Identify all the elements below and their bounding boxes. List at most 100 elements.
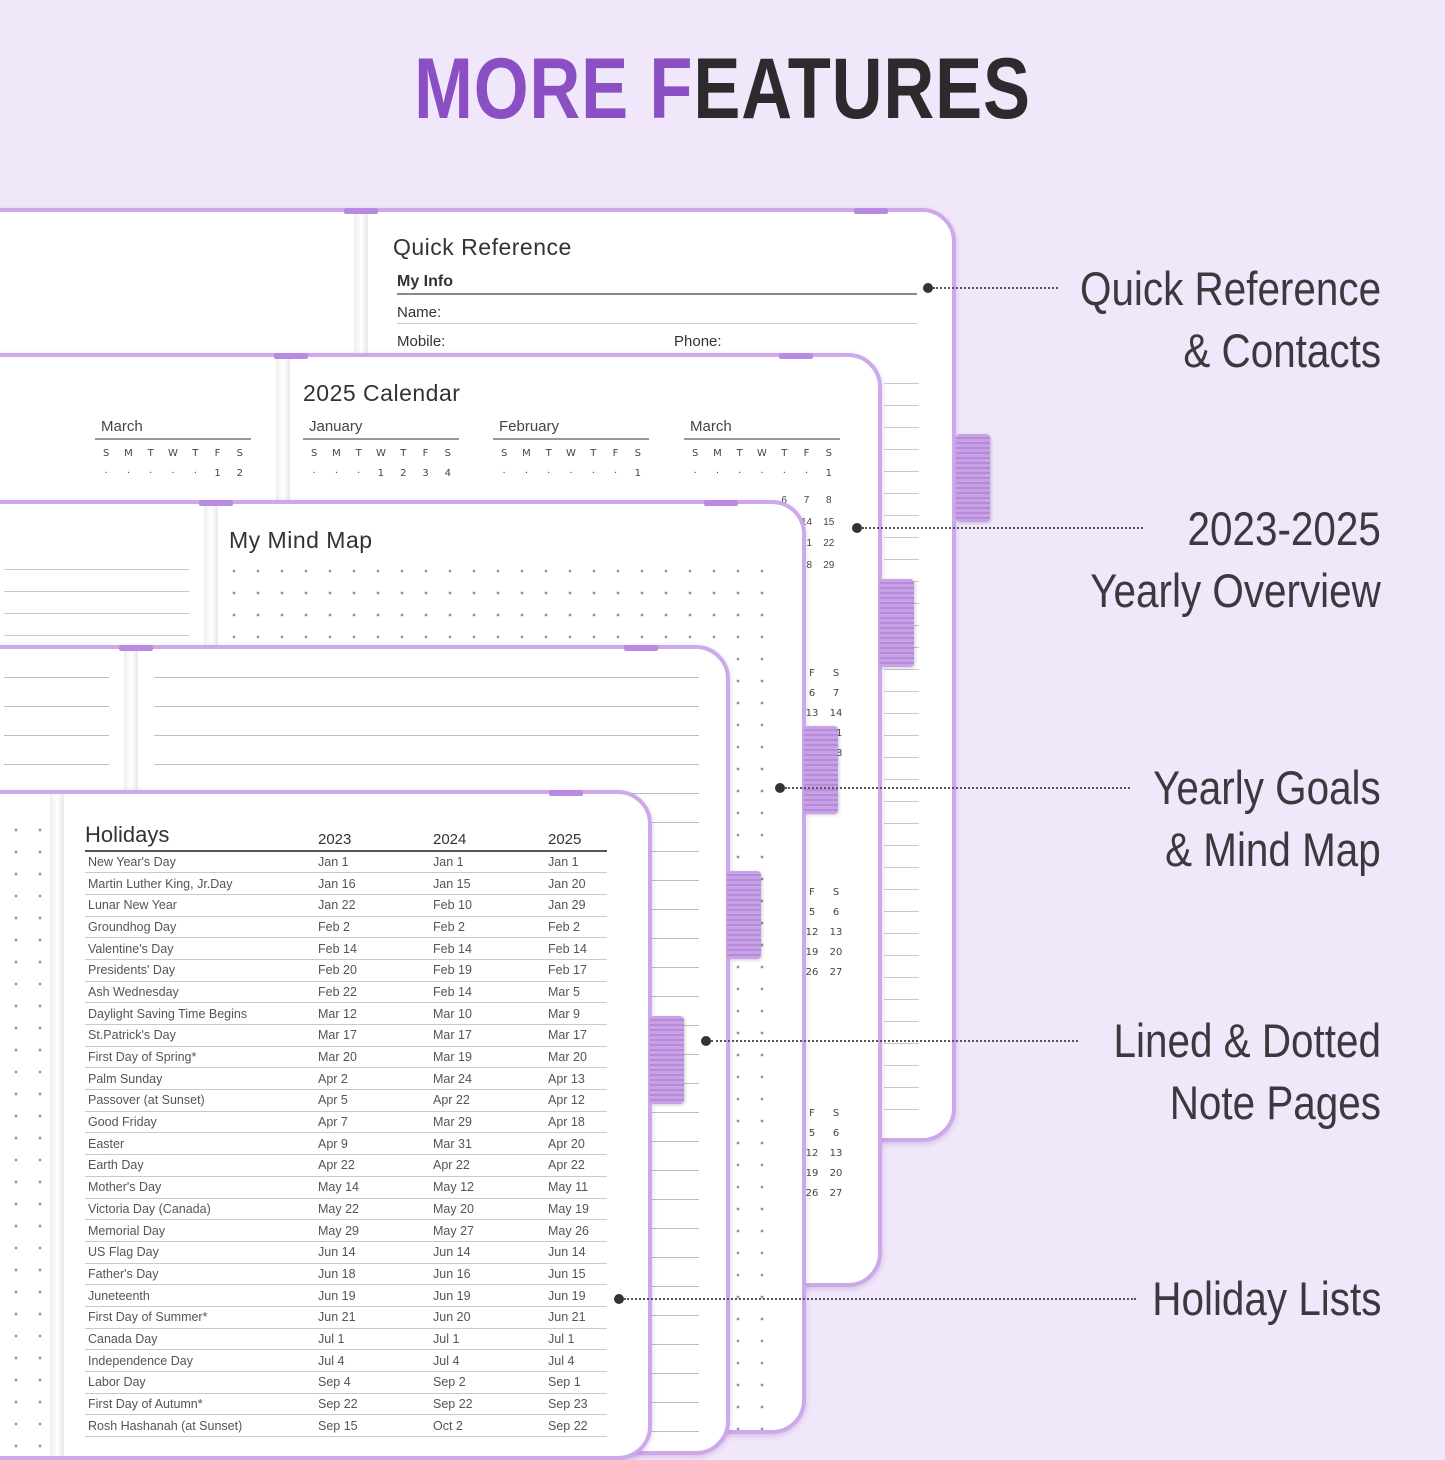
feature-label-0: Quick Reference & Contacts	[1080, 258, 1381, 382]
holiday-row: Labor Day Sep 4 Sep 2 Sep 1	[85, 1371, 607, 1394]
day: ·	[782, 468, 786, 479]
month-grid: S M T W T F S · · · · · · 1	[684, 448, 840, 479]
holiday-row: Lunar New Year Jan 22 Feb 10 Jan 29	[85, 894, 607, 917]
holiday-date: Apr 9	[318, 1132, 433, 1156]
holiday-row: Palm Sunday Apr 2 Mar 24 Apr 13	[85, 1067, 607, 1091]
holiday-date: Jan 29	[548, 894, 607, 917]
holiday-row: Valentine's Day Feb 14 Feb 14 Feb 14	[85, 937, 607, 960]
my-info-heading: My Info	[397, 273, 917, 295]
holiday-date: Sep 4	[318, 1371, 433, 1394]
holiday-date: Jun 14	[548, 1241, 607, 1264]
day: ·	[357, 468, 361, 479]
holiday-date: May 20	[433, 1198, 548, 1221]
day: 7	[803, 495, 810, 506]
holiday-name: Martin Luther King, Jr.Day	[85, 872, 318, 895]
holiday-row: St.Patrick's Day Mar 17 Mar 17 Mar 17	[85, 1024, 607, 1047]
weekday: S	[102, 448, 110, 459]
day: 1	[634, 468, 642, 479]
leader-line	[785, 787, 1130, 789]
holiday-date: Jan 22	[318, 894, 433, 917]
holiday-date: Mar 20	[548, 1046, 607, 1069]
feature-line1: 2023-2025	[1187, 502, 1381, 555]
day: 6	[781, 495, 787, 506]
day: 6	[832, 907, 840, 918]
headline: MORE FEATURES	[130, 40, 1315, 139]
holiday-date: Mar 31	[433, 1132, 548, 1156]
day: 1	[825, 468, 833, 479]
holiday-row: Canada Day Jul 1 Jul 1 Jul 1	[85, 1328, 607, 1351]
leader-dot	[614, 1294, 624, 1304]
day: ·	[613, 468, 618, 479]
weekday: T	[147, 448, 154, 459]
calendar-fragment: F S 5 6 12 13 19 20 26 27	[800, 1108, 848, 1199]
month-march: March S M T W T F S · · · · · · 1	[684, 418, 840, 479]
weekday: F	[422, 448, 429, 459]
weekday: M	[332, 448, 341, 459]
leader-line	[711, 1040, 1078, 1042]
holiday-date: Jun 21	[548, 1306, 607, 1329]
holiday-row: Presidents' Day Feb 20 Feb 19 Feb 17	[85, 959, 607, 982]
holiday-date: Apr 7	[318, 1111, 433, 1134]
day: 20	[829, 1168, 843, 1179]
holiday-date: Jun 14	[318, 1241, 433, 1264]
day: 8	[826, 495, 832, 506]
holiday-date: Apr 13	[548, 1067, 607, 1091]
holiday-name: Presidents' Day	[85, 959, 318, 982]
holiday-date: Sep 15	[318, 1414, 433, 1438]
holiday-date: Jan 16	[318, 872, 433, 895]
weekday: S	[500, 448, 508, 459]
holiday-date: Apr 5	[318, 1089, 433, 1112]
holiday-date: Apr 22	[433, 1089, 548, 1112]
weekday: T	[736, 448, 743, 459]
holiday-row: Earth Day Apr 22 Apr 22 Apr 22	[85, 1154, 607, 1177]
holiday-name: Earth Day	[85, 1154, 318, 1177]
day: F	[809, 668, 815, 679]
holiday-date: Jun 16	[433, 1263, 548, 1286]
holiday-date: Jul 4	[318, 1349, 433, 1372]
bookmark-tab	[650, 1016, 684, 1104]
day: 12	[805, 1148, 819, 1159]
holiday-name: Passover (at Sunset)	[85, 1089, 318, 1112]
day: 14	[800, 516, 813, 528]
holiday-name: Victoria Day (Canada)	[85, 1198, 318, 1221]
day: ·	[193, 468, 197, 479]
holiday-date: Feb 20	[318, 959, 433, 982]
month-name: January	[303, 418, 459, 440]
holiday-row: US Flag Day Jun 14 Jun 14 Jun 14	[85, 1241, 607, 1264]
holiday-date: Feb 14	[433, 981, 548, 1004]
holiday-name: New Year's Day	[85, 851, 318, 874]
holiday-date: May 26	[548, 1219, 607, 1242]
weekday: T	[355, 448, 362, 459]
holiday-date: Jul 1	[318, 1328, 433, 1351]
weekday: W	[376, 448, 386, 459]
day: 21	[800, 538, 813, 549]
holiday-date: Feb 17	[548, 959, 607, 982]
holiday-date: Feb 2	[318, 916, 433, 939]
holiday-date: Feb 10	[433, 894, 548, 917]
month-name: March	[684, 418, 840, 440]
holiday-date: Jan 15	[433, 872, 548, 895]
weekday: S	[236, 448, 244, 459]
feature-line1: Yearly Goals	[1153, 761, 1381, 814]
holiday-name: Valentine's Day	[85, 937, 318, 960]
quick-reference-title: Quick Reference	[393, 234, 572, 260]
holiday-date: May 27	[433, 1219, 548, 1242]
mind-map-title: My Mind Map	[229, 527, 373, 553]
holiday-date: Sep 2	[433, 1371, 548, 1394]
holiday-row: First Day of Autumn* Sep 22 Sep 22 Sep 23	[85, 1393, 607, 1416]
day: ·	[104, 468, 108, 479]
feature-label-3: Lined & Dotted Note Pages	[1114, 1010, 1381, 1134]
holiday-date: Mar 5	[548, 981, 607, 1004]
holiday-row: Daylight Saving Time Begins Mar 12 Mar 10 M…	[85, 1002, 607, 1025]
day: S	[832, 887, 840, 898]
day: S	[832, 1108, 840, 1119]
holiday-date: Jul 1	[433, 1328, 548, 1351]
holiday-name: First Day of Spring*	[85, 1046, 318, 1069]
holiday-date: Feb 22	[318, 981, 433, 1004]
holiday-date: May 19	[548, 1198, 607, 1221]
holiday-row: Easter Apr 9 Mar 31 Apr 20	[85, 1132, 607, 1156]
holiday-name: First Day of Autumn*	[85, 1393, 318, 1416]
holiday-name: Mother's Day	[85, 1176, 318, 1199]
holiday-date: Jan 1	[318, 851, 433, 874]
holiday-date: Jun 14	[433, 1241, 548, 1264]
